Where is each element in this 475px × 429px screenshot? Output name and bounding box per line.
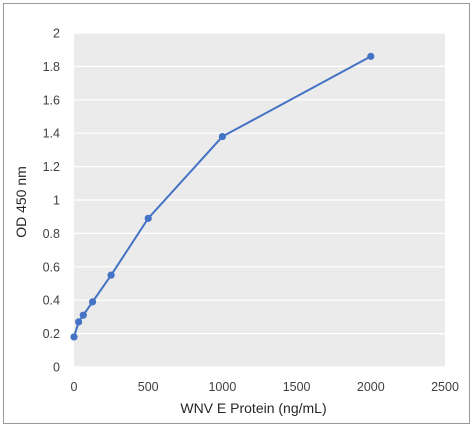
y-axis-title: OD 450 nm xyxy=(13,166,29,238)
y-tick-label: 1 xyxy=(53,194,60,208)
data-point xyxy=(107,271,115,279)
data-point xyxy=(367,52,375,60)
y-tick-label: 0 xyxy=(53,361,60,375)
data-point xyxy=(79,311,87,319)
y-tick-label: 1.2 xyxy=(43,160,60,174)
gridlines xyxy=(74,32,445,368)
data-point xyxy=(75,318,83,326)
data-point xyxy=(70,333,78,341)
x-tick-labels: 0 500 1000 1500 2000 2500 xyxy=(71,380,459,394)
y-tick-label: 2 xyxy=(53,27,60,41)
y-tick-label: 0.6 xyxy=(43,260,60,274)
data-series xyxy=(70,52,375,341)
x-tick-label: 500 xyxy=(138,380,159,394)
data-point xyxy=(144,214,152,222)
x-tick-label: 0 xyxy=(71,380,78,394)
x-tick-label: 1500 xyxy=(283,380,311,394)
y-tick-labels: 0 0.2 0.4 0.6 0.8 1 1.2 1.4 1.6 1.8 2 xyxy=(43,27,60,375)
x-axis-title: WNV E Protein (ng/mL) xyxy=(180,400,326,416)
y-tick-label: 1.4 xyxy=(43,127,60,141)
x-tick-label: 2000 xyxy=(357,380,385,394)
x-tick-label: 1000 xyxy=(208,380,236,394)
y-tick-label: 0.8 xyxy=(43,227,60,241)
data-point xyxy=(218,132,226,141)
y-tick-label: 1.8 xyxy=(43,60,60,74)
y-tick-label: 0.2 xyxy=(43,327,60,341)
y-tick-label: 1.6 xyxy=(43,93,60,107)
data-point xyxy=(88,298,97,306)
y-tick-label: 0.4 xyxy=(43,294,60,308)
x-tick-label: 2500 xyxy=(431,380,459,394)
